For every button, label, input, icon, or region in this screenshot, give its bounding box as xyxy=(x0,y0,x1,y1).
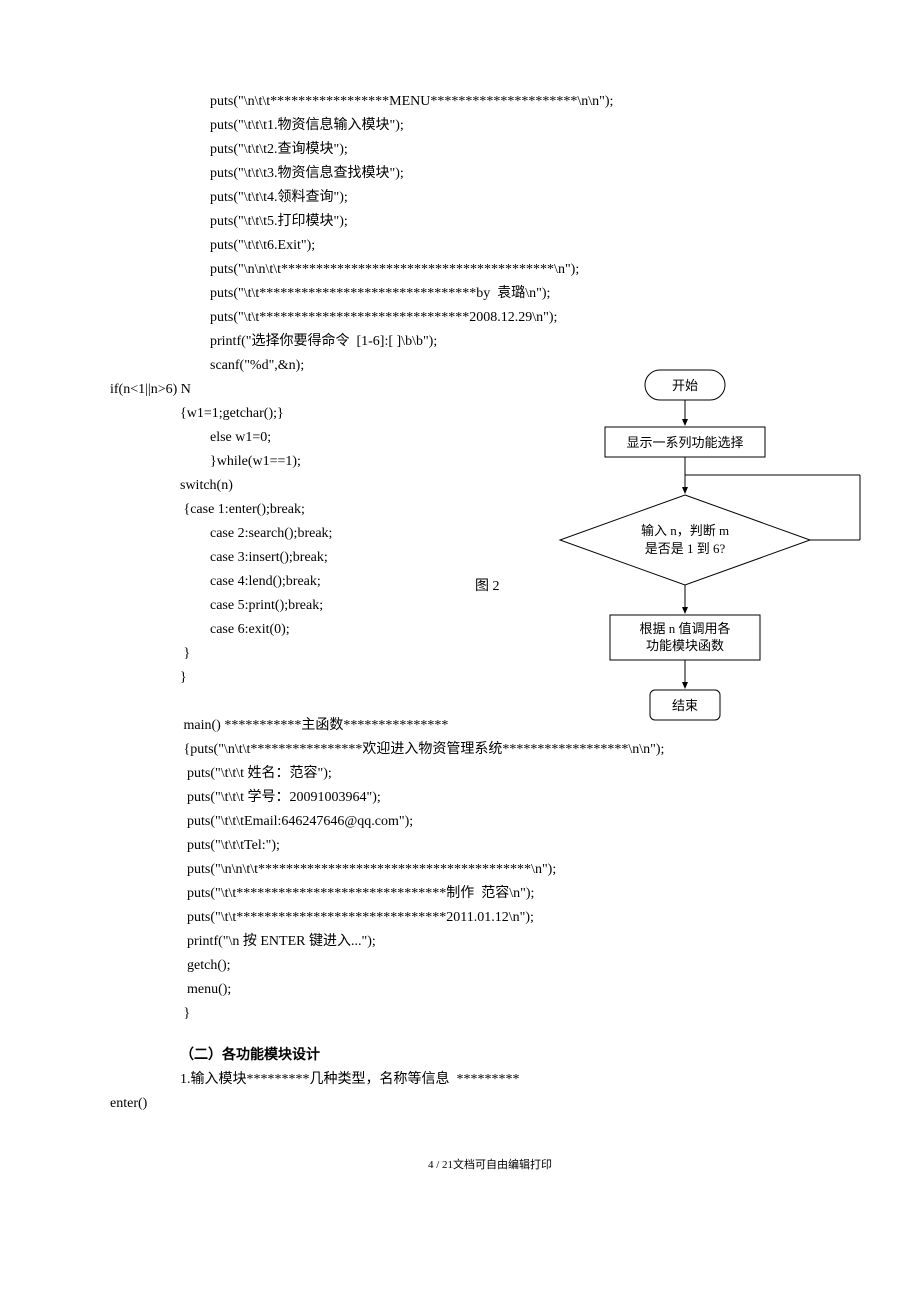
code-line: menu(); xyxy=(180,978,830,1002)
code-line: puts("\t\t\tTel:"); xyxy=(180,834,830,858)
section-2-heading: （二）各功能模块设计 xyxy=(180,1044,830,1068)
code-line: puts("\t\t\t4.领料查询"); xyxy=(210,186,830,210)
code-line: puts("\n\t\t*****************MENU*******… xyxy=(210,90,830,114)
flow-start-text: 开始 xyxy=(672,378,698,393)
flow-decision-box xyxy=(560,495,810,585)
code-line: } xyxy=(180,1002,830,1026)
flow-decision-text1: 输入 n，判断 m xyxy=(641,523,729,538)
flow-step2-text2: 功能模块函数 xyxy=(646,638,724,653)
code-line: getch(); xyxy=(180,954,830,978)
flow-end-text: 结束 xyxy=(672,698,698,713)
code-line: printf("\n 按 ENTER 键进入..."); xyxy=(180,930,830,954)
code-line: printf("选择你要得命令 [1-6]:[ ]\b\b"); xyxy=(210,330,830,354)
section-2-line: 1.输入模块*********几种类型，名称等信息 ********* xyxy=(180,1068,830,1092)
document-page: puts("\n\t\t*****************MENU*******… xyxy=(0,0,920,1212)
code-line: puts("\t\t\t6.Exit"); xyxy=(210,234,830,258)
code-line: puts("\n\n\t\t**************************… xyxy=(180,858,830,882)
code-line: puts("\t\t******************************… xyxy=(180,882,830,906)
code-line: puts("\t\t******************************… xyxy=(210,282,830,306)
code-line: puts("\t\t\t2.查询模块"); xyxy=(210,138,830,162)
code-line: puts("\t\t\t3.物资信息查找模块"); xyxy=(210,162,830,186)
code-block-2: main() ***********主函数*************** {pu… xyxy=(150,714,830,1026)
flowchart-figure-2: 图 2 开始 显示一系列功能选择 输入 n，判断 m 是否是 1 到 6? xyxy=(510,365,880,745)
code-line: puts("\t\t\tEmail:646247646@qq.com"); xyxy=(180,810,830,834)
code-line: puts("\t\t\t5.打印模块"); xyxy=(210,210,830,234)
code-line: puts("\t\t******************************… xyxy=(210,306,830,330)
flowchart-svg: 开始 显示一系列功能选择 输入 n，判断 m 是否是 1 到 6? 根据 n 值… xyxy=(510,365,880,745)
figure-2-label: 图 2 xyxy=(475,575,500,595)
code-line: puts("\t\t******************************… xyxy=(180,906,830,930)
enter-func-line: enter() xyxy=(110,1092,830,1116)
page-footer: 4 / 21文档可自由编辑打印 xyxy=(150,1156,830,1172)
code-line: puts("\t\t\t1.物资信息输入模块"); xyxy=(210,114,830,138)
flow-step2-text1: 根据 n 值调用各 xyxy=(639,621,730,636)
flow-step1-text: 显示一系列功能选择 xyxy=(626,435,743,450)
code-line: puts("\t\t\t 姓名：范容"); xyxy=(180,762,830,786)
flow-decision-text2: 是否是 1 到 6? xyxy=(645,541,726,556)
code-line: puts("\n\n\t\t**************************… xyxy=(210,258,830,282)
code-line: puts("\t\t\t 学号：20091003964"); xyxy=(180,786,830,810)
